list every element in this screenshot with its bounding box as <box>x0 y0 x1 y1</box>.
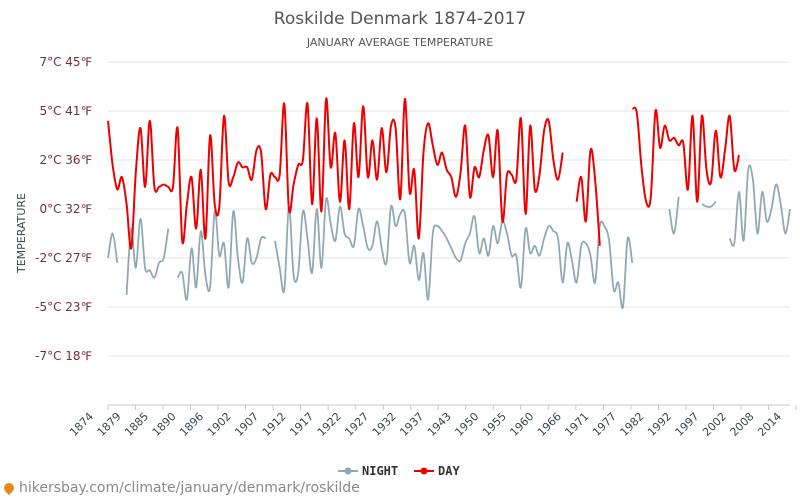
x-tick-label: 1932 <box>370 410 399 439</box>
x-tick-label: 1955 <box>480 410 509 439</box>
x-tick-label: 1982 <box>618 410 647 439</box>
legend[interactable]: NIGHT DAY <box>338 464 460 478</box>
y-tick-label: 2°C 36℉ <box>39 153 92 167</box>
chart-title: Roskilde Denmark 1874-2017 <box>274 9 526 29</box>
y-tick-label: -2°C 27℉ <box>35 251 92 265</box>
location-pin-icon <box>1 480 17 496</box>
source-link[interactable]: hikersbay.com/climate/january/denmark/ro… <box>1 480 360 496</box>
series-line-day <box>575 147 601 246</box>
x-tick-label: 1874 <box>67 410 96 439</box>
x-axis-ticks: 1874187918851890189619021907191219171922… <box>67 405 797 439</box>
y-tick-label: 5°C 41℉ <box>39 104 92 118</box>
series-line-night <box>701 201 717 208</box>
x-tick-label: 1966 <box>535 410 564 439</box>
legend-label-night: NIGHT <box>362 464 398 478</box>
x-tick-label: 1992 <box>645 410 674 439</box>
series-night <box>107 164 791 310</box>
y-tick-label: 0°C 32℉ <box>39 202 92 216</box>
x-tick-label: 1943 <box>425 410 454 439</box>
y-axis-ticks: 7°C 45℉ 5°C 41℉ 2°C 36℉ 0°C 32℉ -2°C 27℉ -5°C… <box>35 55 92 363</box>
series-line-day <box>107 97 564 250</box>
x-tick-label: 1950 <box>452 410 481 439</box>
x-tick-label: 1922 <box>315 410 344 439</box>
x-tick-label: 1971 <box>562 410 591 439</box>
x-tick-label: 1937 <box>397 410 426 439</box>
x-tick-label: 1997 <box>673 410 702 439</box>
x-tick-label: 1927 <box>342 410 371 439</box>
series-line-night <box>274 196 634 310</box>
legend-label-day: DAY <box>438 464 460 478</box>
x-tick-label: 1896 <box>177 410 206 439</box>
series-line-night <box>107 232 119 264</box>
x-tick-label: 2014 <box>755 410 784 439</box>
x-tick-label: 1960 <box>507 410 536 439</box>
series-day <box>107 97 740 250</box>
series-line-night <box>728 164 791 247</box>
source-text[interactable]: hikersbay.com/climate/january/denmark/ro… <box>19 480 360 496</box>
x-tick-label: 1879 <box>95 410 124 439</box>
series-line-night <box>176 210 267 301</box>
x-tick-label: 1917 <box>287 410 316 439</box>
series-line-night <box>668 196 680 235</box>
y-tick-label: -5°C 23℉ <box>35 300 92 314</box>
x-tick-label: 2008 <box>728 410 757 439</box>
x-tick-label: 1907 <box>232 410 261 439</box>
y-tick-label: 7°C 45℉ <box>39 55 92 69</box>
chart-subtitle: JANUARY AVERAGE TEMPERATURE <box>306 36 493 49</box>
series-line-day <box>631 106 740 208</box>
x-tick-label: 1912 <box>260 410 289 439</box>
x-tick-label: 1885 <box>122 410 151 439</box>
y-axis-label: TEMPERATURE <box>15 193 28 274</box>
series-lines <box>107 97 791 310</box>
x-tick-label: 1977 <box>590 410 619 439</box>
grid <box>108 61 790 406</box>
y-tick-label: -7°C 18℉ <box>35 349 92 363</box>
series-line-night <box>125 217 170 295</box>
x-tick-label: 1902 <box>205 410 234 439</box>
legend-item-day[interactable]: DAY <box>414 464 460 478</box>
x-tick-label: 2002 <box>700 410 729 439</box>
x-tick-label: 1890 <box>150 410 179 439</box>
legend-item-night[interactable]: NIGHT <box>338 464 398 478</box>
